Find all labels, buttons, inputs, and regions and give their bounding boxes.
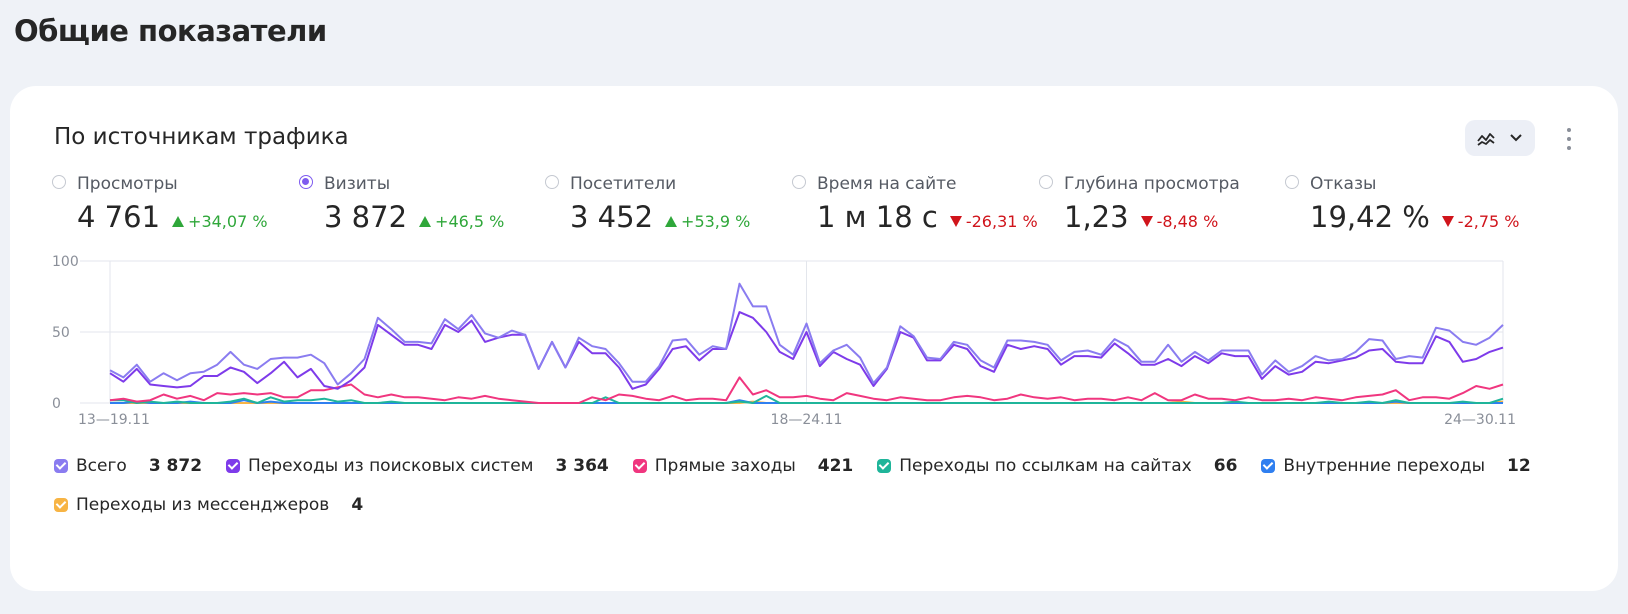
metric-radio[interactable] xyxy=(792,175,806,189)
legend-checkbox[interactable] xyxy=(54,459,68,473)
metric-value: 1 м 18 с xyxy=(817,200,938,234)
legend-checkbox[interactable] xyxy=(226,459,241,473)
metric-label: Глубина просмотра xyxy=(1064,174,1240,194)
legend-value: 12 xyxy=(1507,456,1531,476)
metric-delta-text: +46,5 % xyxy=(435,212,505,231)
x-tick-label: 24—30.11 xyxy=(1444,412,1516,428)
metric-value-row: 1,23 -8,48 % xyxy=(1064,200,1218,234)
legend-name: Переходы из поисковых систем xyxy=(248,456,534,476)
legend-name: Прямые заходы xyxy=(654,456,796,476)
chart-legend: Всего 3 872 Переходы из поисковых систем 3 … xyxy=(54,456,1574,515)
metric-radio[interactable] xyxy=(545,175,559,189)
metric-page-depth[interactable]: Глубина просмотра 1,23 -8,48 % xyxy=(1039,174,1279,244)
metric-radio[interactable] xyxy=(52,175,66,189)
arrow-up-icon xyxy=(665,216,678,227)
x-tick-label: 18—24.11 xyxy=(771,412,843,428)
chevron-down-icon xyxy=(1510,134,1522,142)
metric-label: Отказы xyxy=(1310,174,1377,194)
arrow-down-icon xyxy=(949,216,962,227)
legend-value: 421 xyxy=(817,456,854,476)
metric-delta-text: +34,07 % xyxy=(188,212,268,231)
chart-type-button[interactable] xyxy=(1465,120,1535,156)
legend-checkbox[interactable] xyxy=(54,498,68,512)
more-vertical-icon[interactable] xyxy=(1562,122,1576,156)
metric-value: 19,42 % xyxy=(1310,200,1430,234)
metric-delta-text: -2,75 % xyxy=(1457,212,1520,231)
metric-value: 3 872 xyxy=(324,200,408,234)
legend-name: Переходы из мессенджеров xyxy=(76,495,330,515)
metric-radio[interactable] xyxy=(1039,175,1053,189)
metric-value: 3 452 xyxy=(570,200,654,234)
metric-label: Посетители xyxy=(570,174,677,194)
series-line[interactable] xyxy=(109,311,1504,390)
legend-item[interactable]: Переходы из поисковых систем 3 364 xyxy=(226,456,609,476)
arrow-up-icon xyxy=(172,216,185,227)
legend-name: Переходы по ссылкам на сайтах xyxy=(899,456,1192,476)
metric-value: 1,23 xyxy=(1064,200,1129,234)
metric-delta-text: -8,48 % xyxy=(1156,212,1219,231)
series-line[interactable] xyxy=(110,394,1504,404)
legend-name: Всего xyxy=(76,456,127,476)
y-tick-label: 50 xyxy=(52,325,70,341)
arrow-up-icon xyxy=(419,216,432,227)
metric-visitors[interactable]: Посетители 3 452 +53,9 % xyxy=(545,174,785,244)
legend-item[interactable]: Внутренние переходы 12 xyxy=(1261,456,1531,476)
metric-value-row: 1 м 18 с -26,31 % xyxy=(817,200,1038,234)
y-tick-label: 100 xyxy=(52,254,79,270)
legend-item[interactable]: Прямые заходы 421 xyxy=(632,456,854,476)
page-title: Общие показатели xyxy=(14,14,327,48)
metric-time-on-site[interactable]: Время на сайте 1 м 18 с -26,31 % xyxy=(792,174,1038,244)
legend-value: 3 872 xyxy=(148,456,203,476)
metric-value-row: 19,42 % -2,75 % xyxy=(1310,200,1519,234)
legend-value: 66 xyxy=(1213,456,1238,476)
y-tick-label: 0 xyxy=(52,396,61,412)
metric-value-row: 4 761 +34,07 % xyxy=(77,200,268,234)
traffic-line-chart[interactable]: 0 50 100 13—19.11 18—24.11 24—30.11 xyxy=(50,246,1580,446)
metric-label: Время на сайте xyxy=(817,174,957,194)
metric-delta-text: +53,9 % xyxy=(681,212,751,231)
card-title: По источникам трафика xyxy=(54,124,349,150)
metric-delta: -2,75 % xyxy=(1441,212,1520,231)
metric-delta: +46,5 % xyxy=(419,212,504,231)
series-line[interactable] xyxy=(109,282,1504,386)
legend-checkbox[interactable] xyxy=(632,459,647,473)
traffic-sources-card: По источникам трафика Просмотры 4 761 +3… xyxy=(10,86,1618,591)
metric-value-row: 3 452 +53,9 % xyxy=(570,200,750,234)
metric-value: 4 761 xyxy=(77,200,161,234)
arrow-down-icon xyxy=(1140,216,1153,227)
metric-label: Просмотры xyxy=(77,174,178,194)
metric-label: Визиты xyxy=(324,174,391,194)
metric-visits[interactable]: Визиты 3 872 +46,5 % xyxy=(299,174,539,244)
metric-views[interactable]: Просмотры 4 761 +34,07 % xyxy=(52,174,292,244)
metric-delta-text: -26,31 % xyxy=(965,212,1038,231)
metric-radio[interactable] xyxy=(1285,175,1299,189)
legend-item[interactable]: Переходы из мессенджеров 4 xyxy=(54,495,363,515)
legend-value: 4 xyxy=(351,495,364,515)
metric-delta: -26,31 % xyxy=(949,212,1038,231)
arrow-down-icon xyxy=(1441,216,1454,227)
legend-checkbox[interactable] xyxy=(877,459,892,473)
metric-delta: +34,07 % xyxy=(172,212,268,231)
metric-value-row: 3 872 +46,5 % xyxy=(324,200,504,234)
legend-item[interactable]: Всего 3 872 xyxy=(54,456,202,476)
legend-item[interactable]: Переходы по ссылкам на сайтах 66 xyxy=(877,456,1237,476)
metric-bounce-rate[interactable]: Отказы 19,42 % -2,75 % xyxy=(1285,174,1525,244)
line-chart-icon xyxy=(1477,133,1495,146)
x-tick-label: 13—19.11 xyxy=(78,412,150,428)
legend-name: Внутренние переходы xyxy=(1283,456,1485,476)
legend-checkbox[interactable] xyxy=(1261,459,1276,473)
metric-delta: -8,48 % xyxy=(1140,212,1219,231)
legend-value: 3 364 xyxy=(555,456,609,476)
metric-delta: +53,9 % xyxy=(665,212,750,231)
metric-radio[interactable] xyxy=(299,175,313,189)
